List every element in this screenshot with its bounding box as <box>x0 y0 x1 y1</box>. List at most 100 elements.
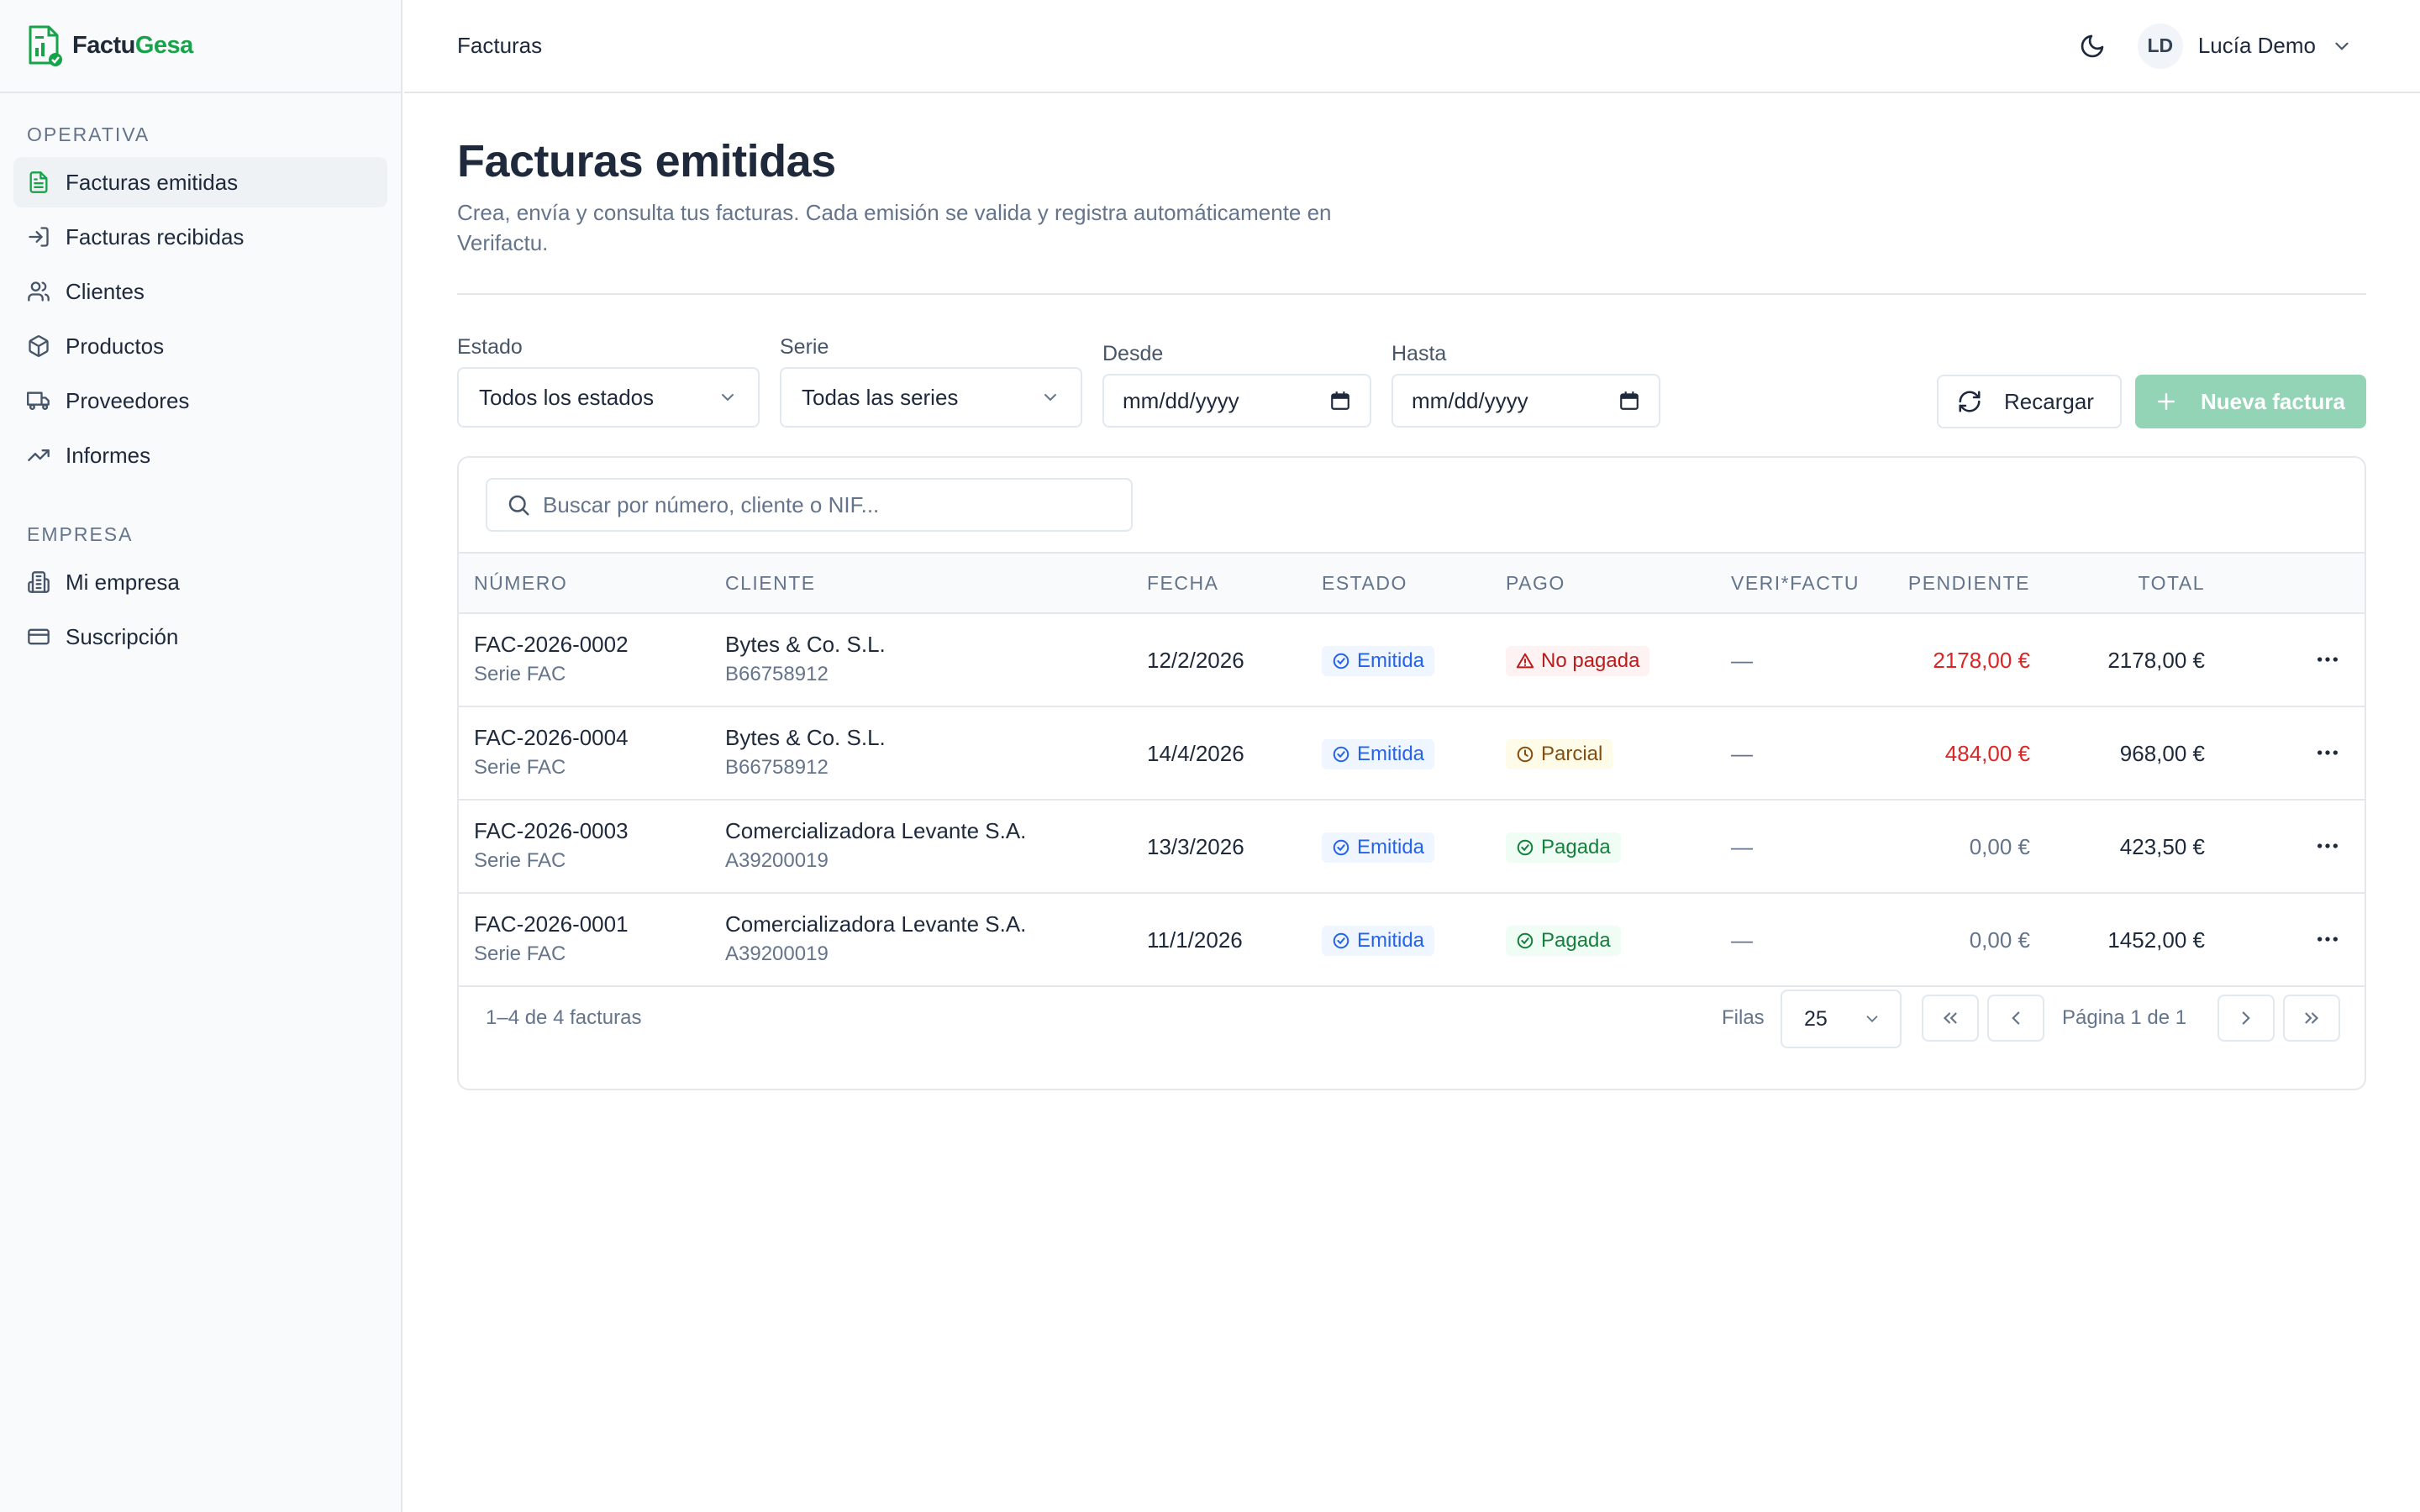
more-options-icon[interactable] <box>2314 926 2341 953</box>
col-fecha[interactable]: FECHA <box>1147 572 1219 594</box>
inbox-icon <box>29 227 49 247</box>
desde-date-input[interactable]: mm/dd/yyyy <box>1102 374 1371 428</box>
filter-hasta: Hasta <box>1392 342 1446 370</box>
col-estado[interactable]: ESTADO <box>1322 572 1407 594</box>
chevron-down-icon <box>2335 42 2349 50</box>
calendar-icon[interactable] <box>1329 390 1351 412</box>
more-options-icon[interactable] <box>2314 739 2341 766</box>
next-page-button[interactable] <box>2217 995 2275 1042</box>
client-name: Bytes & Co. S.L. <box>725 632 886 657</box>
client-nif: A39200019 <box>725 849 829 872</box>
invoice-number[interactable]: FAC-2026-0002 <box>474 632 629 657</box>
cell-pendiente: 484,00 € <box>1944 741 2030 766</box>
sidebar-item-mi-empresa[interactable]: Mi empresa <box>13 557 387 607</box>
search-input[interactable] <box>543 491 1114 518</box>
invoice-number[interactable]: FAC-2026-0001 <box>474 911 629 937</box>
invoice-icon <box>29 171 48 193</box>
sidebar-item-label: Proveedores <box>66 387 190 413</box>
status-badge-label: Emitida <box>1357 928 1425 952</box>
table-row[interactable]: FAC-2026-0001 Serie FAC Comercializadora … <box>459 894 2365 987</box>
status-badge: Emitida <box>1322 832 1435 863</box>
status-badge-label: Emitida <box>1357 835 1425 858</box>
nav-heading-empresa: EMPRESA <box>27 523 134 545</box>
check-circle-icon <box>1517 839 1534 855</box>
truck-icon <box>27 391 50 411</box>
chevron-down-icon <box>722 394 734 402</box>
check-circle-icon <box>1333 746 1349 762</box>
more-options-icon[interactable] <box>2314 832 2341 859</box>
building-icon <box>28 571 50 593</box>
client-name: Comercializadora Levante S.A. <box>725 818 1027 843</box>
cell-numero: FAC-2026-0004 Serie FAC <box>474 722 629 783</box>
col-verifactu[interactable]: VERI*FACTU <box>1731 572 1860 594</box>
sidebar-item-clientes[interactable]: Clientes <box>13 266 387 317</box>
logo-icon <box>29 25 62 66</box>
sidebar-item-proveedores[interactable]: Proveedores <box>13 375 387 426</box>
reload-button-label: Recargar <box>2004 388 2094 414</box>
sidebar-item-label: Mi empresa <box>66 569 180 595</box>
more-options-icon[interactable] <box>2314 646 2341 673</box>
serie-select-value: Todas las series <box>802 384 959 410</box>
cell-total: 423,50 € <box>2119 834 2205 859</box>
sidebar: FactuGesa OPERATIVA Facturas emitidas Fa… <box>0 0 402 1512</box>
cell-verifactu: — <box>1731 648 1753 673</box>
rows-per-page-label: Filas <box>1722 1006 1765 1029</box>
prev-page-button[interactable] <box>1987 995 2044 1042</box>
app-logo[interactable]: FactuGesa <box>0 0 401 93</box>
payment-badge: Pagada <box>1506 925 1621 956</box>
client-name: Comercializadora Levante S.A. <box>725 911 1027 937</box>
col-pago[interactable]: PAGO <box>1506 572 1565 594</box>
cell-pago: Pagada <box>1506 801 1621 894</box>
status-badge-label: Emitida <box>1357 742 1425 765</box>
user-menu[interactable]: LD Lucía Demo <box>2137 23 2353 69</box>
sidebar-item-label: Facturas recibidas <box>66 223 245 249</box>
search-box[interactable] <box>486 478 1133 532</box>
desde-date-value: mm/dd/yyyy <box>1123 387 1239 413</box>
payment-badge-label: Pagada <box>1541 928 1611 952</box>
payment-badge-label: Pagada <box>1541 835 1611 858</box>
cell-cliente: Comercializadora Levante S.A. A39200019 <box>725 816 1026 876</box>
col-pendiente[interactable]: PENDIENTE <box>1907 572 2030 594</box>
col-total[interactable]: TOTAL <box>2138 572 2205 594</box>
cell-estado: Emitida <box>1322 894 1435 987</box>
sidebar-item-facturas-emitidas[interactable]: Facturas emitidas <box>13 157 387 207</box>
col-numero[interactable]: NÚMERO <box>474 572 568 594</box>
table-row[interactable]: FAC-2026-0004 Serie FAC Bytes & Co. S.L. B… <box>459 707 2365 801</box>
invoice-number[interactable]: FAC-2026-0004 <box>474 725 629 750</box>
invoice-number[interactable]: FAC-2026-0003 <box>474 818 629 843</box>
filter-serie: Serie <box>780 335 829 364</box>
sidebar-item-suscripcion[interactable]: Suscripción <box>13 612 387 662</box>
check-circle-icon <box>1333 932 1349 948</box>
hasta-date-input[interactable]: mm/dd/yyyy <box>1392 374 1660 428</box>
new-invoice-button[interactable]: Nueva factura <box>2135 375 2366 428</box>
table-row[interactable]: FAC-2026-0002 Serie FAC Bytes & Co. S.L. B… <box>459 614 2365 707</box>
user-name: Lucía Demo <box>2197 33 2316 58</box>
cell-cliente: Comercializadora Levante S.A. A39200019 <box>725 909 1026 969</box>
reload-button[interactable]: Recargar <box>1937 375 2122 428</box>
table-row[interactable]: FAC-2026-0003 Serie FAC Comercializadora … <box>459 801 2365 894</box>
sidebar-item-informes[interactable]: Informes <box>13 430 387 480</box>
col-cliente[interactable]: CLIENTE <box>725 572 816 594</box>
cell-fecha: 11/1/2026 <box>1147 927 1243 953</box>
last-page-button[interactable] <box>2283 995 2340 1042</box>
estado-select[interactable]: Todos los estados <box>457 367 760 428</box>
trending-icon <box>28 449 50 461</box>
rows-per-page-select[interactable]: 25 <box>1781 990 1902 1048</box>
sidebar-item-facturas-recibidas[interactable]: Facturas recibidas <box>13 212 387 262</box>
cell-fecha: 12/2/2026 <box>1147 648 1244 673</box>
serie-select[interactable]: Todas las series <box>780 367 1082 428</box>
cell-total: 1452,00 € <box>2107 927 2205 953</box>
sidebar-item-productos[interactable]: Productos <box>13 321 387 371</box>
first-page-button[interactable] <box>1922 995 1979 1042</box>
alert-triangle-icon <box>1516 653 1534 668</box>
app-name: FactuGesa <box>72 32 193 59</box>
users-icon <box>28 281 50 302</box>
search-icon <box>508 495 529 516</box>
calendar-icon[interactable] <box>1618 390 1640 412</box>
check-circle-icon <box>1517 932 1534 948</box>
payment-badge-label: Parcial <box>1541 742 1603 765</box>
moon-icon[interactable] <box>2079 33 2106 60</box>
cell-estado: Emitida <box>1322 614 1435 707</box>
avatar: LD <box>2137 23 2183 69</box>
topbar: Facturas LD Lucía Demo <box>404 0 2420 93</box>
